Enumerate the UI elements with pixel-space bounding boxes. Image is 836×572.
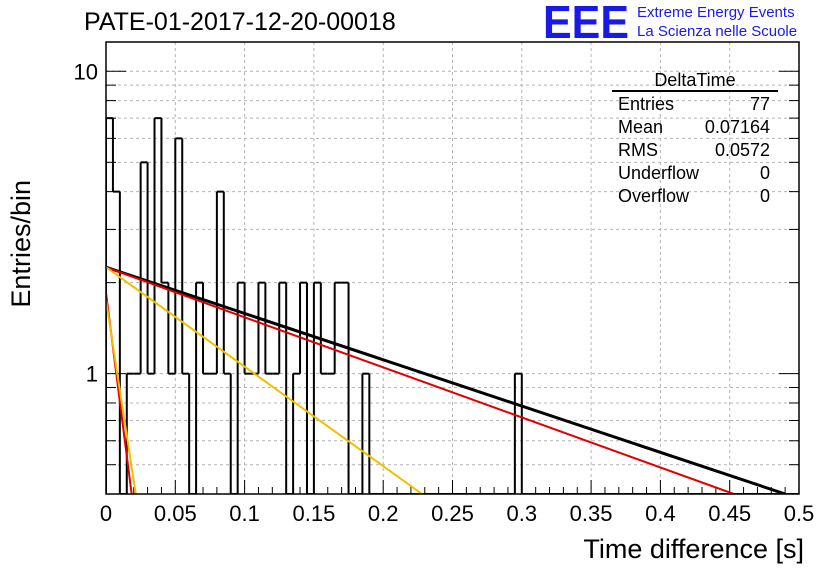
plot-frame: [105, 41, 800, 495]
eee-logo: EEE: [543, 0, 629, 44]
fit-line: [106, 265, 786, 494]
stats-row-mean: Mean 0.07164: [612, 116, 778, 139]
fit-line: [106, 266, 423, 494]
stats-label: RMS: [618, 140, 658, 160]
y-axis-label-text: Entries/bin: [6, 180, 36, 308]
x-tick-label: 0.45: [708, 501, 751, 526]
stats-box-rule: [612, 90, 778, 92]
x-tick-label: 0.1: [229, 501, 260, 526]
x-tick-label: 0.15: [292, 501, 335, 526]
fit-line: [106, 266, 735, 494]
stats-value: 0: [759, 163, 770, 183]
x-tick-label: 0.4: [645, 501, 676, 526]
stats-value: 0.07164: [704, 117, 770, 137]
stats-label: Overflow: [618, 186, 690, 206]
x-axis-label: Time difference [s]: [583, 534, 804, 564]
stats-box: DeltaTime Entries 77 Mean 0.07164 RMS 0.057…: [612, 70, 778, 208]
stats-box-name: DeltaTime: [654, 70, 736, 90]
logo-line-1: Extreme Energy Events: [637, 4, 795, 21]
x-tick-label: 0.35: [570, 501, 613, 526]
stats-value: 0: [759, 186, 770, 206]
fit-line: [106, 300, 137, 494]
logo-line-2: La Scienza nelle Scuole: [637, 23, 798, 40]
stats-label: Mean: [618, 117, 664, 137]
x-tick-label: 0.2: [368, 501, 399, 526]
plot-area: [106, 42, 799, 494]
y-tick-label: 10: [74, 59, 98, 84]
stats-row-rms: RMS 0.0572: [612, 139, 778, 162]
stats-value: 77: [749, 94, 770, 114]
stats-row-entries: Entries 77: [612, 93, 778, 116]
y-tick-label: 1: [86, 362, 98, 387]
stats-row-underflow: Underflow 0: [612, 162, 778, 185]
stats-label: Underflow: [618, 163, 700, 183]
stats-label: Entries: [618, 94, 675, 114]
x-tick-label: 0.05: [154, 501, 197, 526]
x-tick-label: 0: [100, 501, 112, 526]
stats-value: 0.0572: [714, 140, 770, 160]
chart-title: PATE-01-2017-12-20-00018: [84, 8, 396, 36]
logo-mark: EEE: [543, 0, 629, 44]
x-tick-label: 0.25: [431, 501, 474, 526]
x-tick-label: 0.3: [507, 501, 538, 526]
stats-row-overflow: Overflow 0: [612, 185, 778, 208]
logo-caption: Extreme Energy Events La Scienza nelle S…: [637, 3, 797, 41]
x-tick-label: 0.5: [784, 501, 815, 526]
